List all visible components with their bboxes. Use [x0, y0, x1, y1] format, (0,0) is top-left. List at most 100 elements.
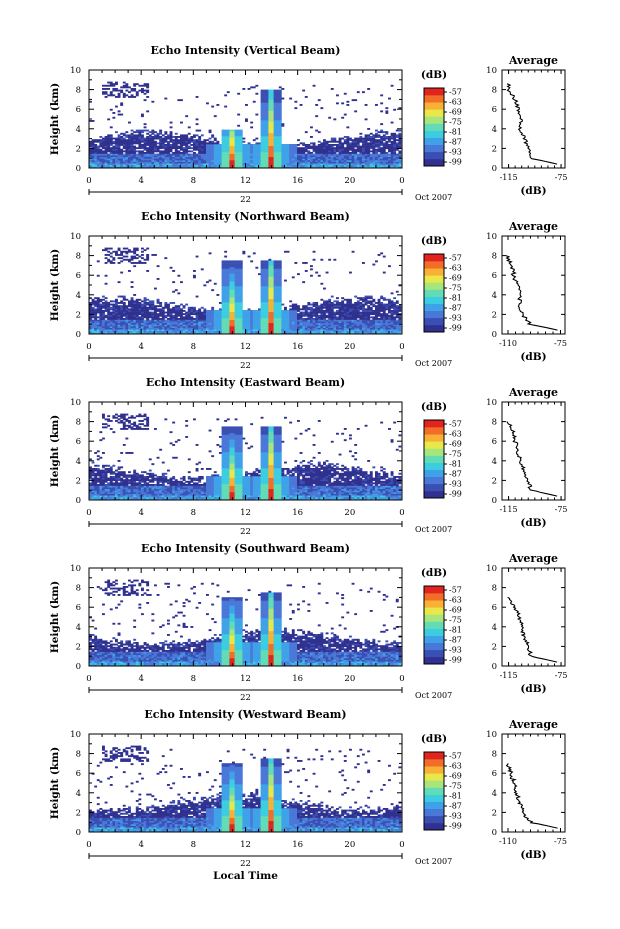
echo-cell [273, 102, 282, 105]
echo-cell [91, 298, 95, 301]
echo-cell [268, 313, 274, 316]
echo-cell [242, 158, 261, 161]
echo-cell [242, 327, 251, 330]
echo-cell [260, 432, 269, 435]
echo-cell [372, 482, 381, 485]
echo-cell [89, 477, 92, 480]
echo-cell [200, 322, 204, 325]
echo-cell [159, 160, 163, 162]
echo-cell [393, 156, 397, 159]
echo-cell [198, 310, 202, 312]
echo-cell [393, 324, 402, 327]
colorbar-swatch [424, 275, 444, 283]
echo-cell [216, 294, 220, 296]
y-tick-label: 0 [76, 164, 81, 174]
echo-cell [388, 305, 397, 308]
echo-cell [161, 461, 165, 464]
echo-cell [395, 658, 399, 660]
date-day: 22 [240, 527, 251, 537]
echo-cell [146, 498, 155, 501]
echo-cell [198, 139, 202, 142]
echo-cell [281, 330, 285, 333]
echo-cell [172, 329, 183, 332]
echo-cell [281, 474, 285, 477]
echo-cell [317, 487, 321, 490]
echo-cell [195, 330, 199, 333]
echo-cell [221, 436, 243, 438]
colorbar-tick-label: -57 [449, 420, 462, 429]
echo-cell [242, 313, 251, 316]
echo-cell [388, 160, 394, 162]
echo-cell [260, 91, 269, 94]
echo-cell [268, 302, 274, 304]
echo-cell [206, 310, 215, 312]
echo-cell [130, 94, 134, 97]
echo-cell [343, 148, 363, 151]
echo-cell [221, 139, 230, 142]
echo-cell [242, 476, 251, 478]
echo-cell [182, 324, 186, 327]
echo-cell [169, 319, 178, 322]
echo-cell [330, 482, 352, 485]
echo-cell [115, 332, 118, 335]
echo-cell [390, 327, 394, 330]
echo-cell [364, 661, 368, 664]
echo-cell [385, 303, 389, 306]
echo-cell [138, 485, 144, 488]
echo-cell [234, 490, 243, 493]
echo-cell [198, 160, 202, 162]
echo-cell [221, 318, 230, 320]
echo-cell [260, 123, 269, 126]
y-tick-label: 8 [76, 252, 81, 262]
echo-cell [346, 488, 350, 491]
echo-cell [252, 326, 261, 328]
echo-cell [281, 316, 290, 319]
echo-cell [107, 654, 113, 657]
echo-cell [291, 487, 295, 490]
echo-cell [281, 498, 285, 501]
echo-cell [250, 476, 254, 478]
echo-cell [268, 460, 274, 462]
echo-cell [96, 298, 105, 301]
echo-cell [385, 166, 391, 169]
echo-cell [229, 485, 235, 488]
echo-cell [302, 471, 311, 474]
echo-cell [299, 327, 303, 330]
echo-cell [102, 661, 105, 664]
echo-cell [328, 258, 332, 261]
echo-cell [317, 166, 321, 169]
echo-cell [312, 258, 316, 261]
colorbar-tick-label: -87 [449, 304, 462, 313]
beam-panel-3: Echo Intensity (Southward Beam)0246810He… [49, 542, 568, 703]
echo-cell [281, 311, 290, 314]
echo-cell [120, 477, 124, 480]
echo-cell [125, 89, 129, 92]
echo-cell [268, 271, 274, 274]
echo-cell [390, 142, 397, 145]
echo-cell [273, 108, 282, 111]
echo-cell [219, 163, 222, 166]
echo-cell [398, 160, 402, 162]
echo-cell [377, 150, 386, 153]
echo-cell [151, 472, 155, 475]
echo-cell [112, 659, 121, 662]
echo-cell [161, 134, 165, 137]
echo-cell [297, 158, 303, 161]
echo-cell [128, 322, 131, 325]
echo-cell [122, 303, 126, 306]
echo-cell [273, 156, 282, 159]
echo-cell [354, 662, 358, 665]
echo-cell [385, 332, 389, 335]
echo-cell [208, 252, 212, 255]
echo-cell [107, 118, 111, 121]
echo-cell [325, 155, 329, 158]
echo-cell [122, 488, 126, 491]
echo-cell [312, 469, 321, 472]
echo-cell [94, 656, 98, 659]
echo-cell [99, 329, 105, 332]
echo-cell [133, 306, 157, 309]
echo-cell [320, 326, 324, 328]
echo-cell [268, 439, 274, 442]
echo-cell [182, 477, 186, 480]
echo-cell [234, 314, 243, 317]
